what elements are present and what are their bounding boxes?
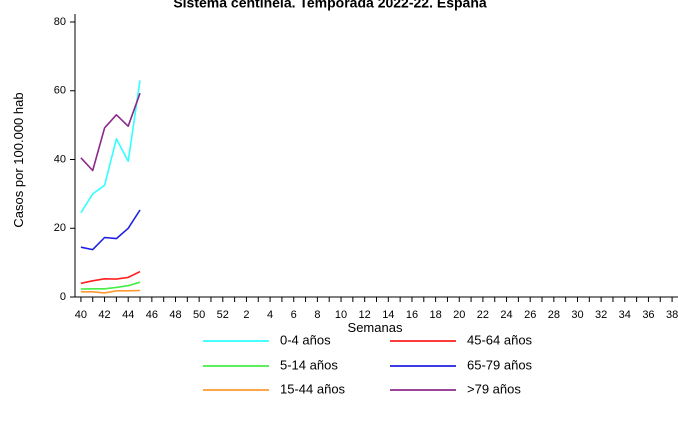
x-tick-label: 2 [243, 309, 249, 321]
legend-label: 65-79 años [467, 357, 533, 372]
y-tick-label: 0 [60, 291, 66, 303]
legend-label: >79 años [467, 381, 521, 396]
legend-item: 65-79 años [390, 357, 533, 372]
legend-label: 5-14 años [280, 357, 338, 372]
y-tick-label: 80 [54, 16, 66, 28]
x-tick-label: 40 [75, 309, 87, 321]
x-tick-label: 6 [291, 309, 297, 321]
y-tick-label: 20 [54, 222, 66, 234]
y-tick-label: 60 [54, 85, 66, 97]
x-tick-label: 20 [453, 309, 465, 321]
x-tick-label: 4 [267, 309, 273, 321]
legend-label: 15-44 años [280, 381, 346, 396]
x-tick-label: 26 [524, 309, 536, 321]
series-line [80, 270, 141, 285]
series-line [80, 80, 141, 214]
x-tick-label: 52 [217, 309, 229, 321]
x-tick-label: 12 [359, 309, 371, 321]
legend: 0-4 años 45-64 años 5-14 años 65-79 años 15-… [203, 332, 533, 396]
series-layer [80, 80, 141, 294]
y-tick-label: 40 [54, 153, 66, 165]
series-line [80, 209, 141, 251]
series-line [80, 289, 141, 294]
x-tick-label: 50 [193, 309, 205, 321]
legend-item: 45-64 años [390, 332, 533, 347]
x-tick-label: 38 [666, 309, 678, 321]
x-tick-label: 22 [477, 309, 489, 321]
legend-item: 0-4 años [203, 332, 331, 347]
legend-label: 45-64 años [467, 332, 533, 347]
series-line [80, 92, 141, 172]
x-tick-label: 42 [98, 309, 110, 321]
x-tick-label: 14 [382, 309, 394, 321]
x-tick-label: 48 [169, 309, 181, 321]
x-tick-label: 8 [314, 309, 320, 321]
x-tick-label: 32 [595, 309, 607, 321]
x-tick-label: 36 [642, 309, 654, 321]
x-tick-label: 30 [571, 309, 583, 321]
x-tick-label: 46 [146, 309, 158, 321]
x-tick-label: 16 [406, 309, 418, 321]
x-tick-label: 18 [429, 309, 441, 321]
x-axis-title: Semanas [348, 320, 403, 335]
x-tick-label: 44 [122, 309, 134, 321]
legend-item: 15-44 años [203, 381, 346, 396]
chart-title: Sistema centinela. Temporada 2022-22. Es… [173, 0, 487, 11]
series-line [80, 281, 141, 290]
legend-item: 5-14 años [203, 357, 338, 372]
x-tick-label: 10 [335, 309, 347, 321]
x-tick-label: 34 [619, 309, 631, 321]
legend-label: 0-4 años [280, 332, 331, 347]
legend-item: >79 años [390, 381, 521, 396]
y-axis-title: Casos por 100.000 hab [11, 92, 26, 227]
x-tick-label: 24 [500, 309, 512, 321]
x-tick-label: 28 [548, 309, 560, 321]
